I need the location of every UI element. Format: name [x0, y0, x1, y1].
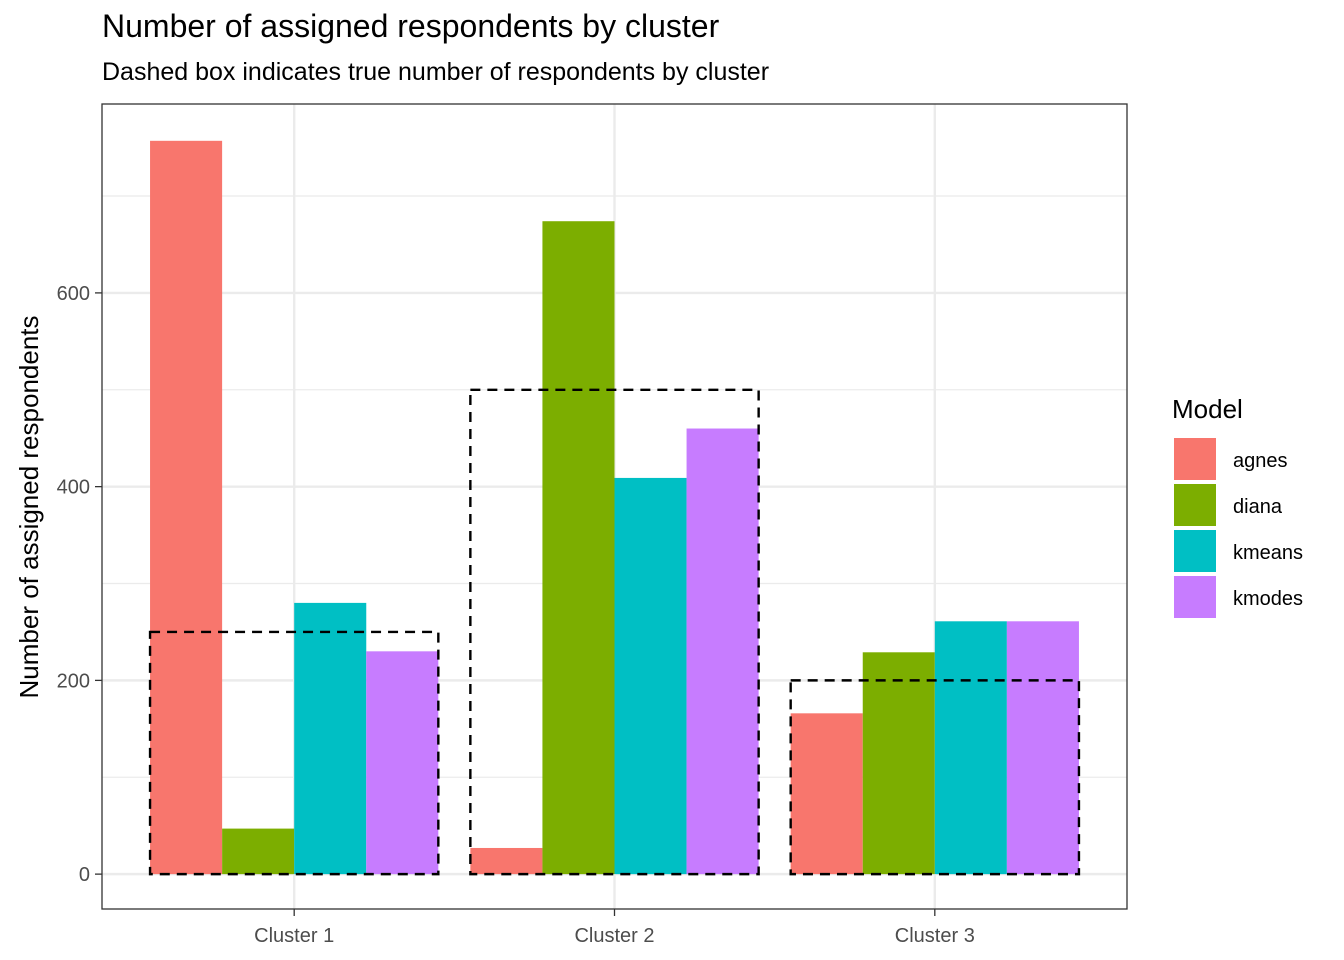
true-count-boxes	[148, 388, 1081, 876]
legend-title: Model	[1172, 394, 1243, 424]
bar-kmeans	[294, 602, 367, 875]
bar-kmodes	[366, 651, 439, 875]
bar-diana	[862, 652, 935, 875]
x-tick-label: Cluster 2	[574, 925, 654, 947]
chart-subtitle: Dashed box indicates true number of resp…	[102, 58, 770, 86]
bar-diana	[542, 221, 615, 875]
x-axis: Cluster 1 Cluster 2 Cluster 3	[254, 909, 975, 947]
bar-kmeans	[934, 621, 1007, 875]
bars	[150, 140, 1079, 875]
bar-kmodes	[686, 428, 759, 875]
bar-kmeans	[614, 477, 687, 875]
true-count-box	[469, 388, 760, 876]
x-tick-label: Cluster 1	[254, 925, 334, 947]
legend-label-diana: diana	[1233, 496, 1283, 518]
legend-key-kmeans	[1174, 530, 1216, 572]
bar-kmodes	[1006, 621, 1079, 875]
y-tick-label: 600	[57, 283, 90, 305]
bar-agnes	[150, 140, 223, 875]
legend-key-diana	[1174, 484, 1216, 526]
legend-key-kmodes	[1174, 576, 1216, 618]
chart-title: Number of assigned respondents by cluste…	[102, 8, 720, 44]
legend-label-kmodes: kmodes	[1233, 588, 1303, 610]
y-axis-title: Number of assigned respondents	[14, 315, 44, 698]
bar-agnes	[470, 847, 543, 875]
y-tick-label: 200	[57, 670, 90, 692]
legend: Model agnes diana kmeans kmodes	[1172, 394, 1303, 618]
bar-diana	[222, 828, 295, 875]
legend-key-agnes	[1174, 438, 1216, 480]
y-tick-label: 0	[79, 864, 90, 886]
legend-label-agnes: agnes	[1233, 450, 1288, 472]
true-count-box	[789, 679, 1081, 876]
y-tick-label: 400	[57, 477, 90, 499]
x-tick-label: Cluster 3	[895, 925, 975, 947]
legend-label-kmeans: kmeans	[1233, 542, 1303, 564]
bar-agnes	[790, 713, 863, 875]
true-count-box	[148, 630, 440, 876]
y-axis: 0 200 400 600	[57, 283, 102, 886]
